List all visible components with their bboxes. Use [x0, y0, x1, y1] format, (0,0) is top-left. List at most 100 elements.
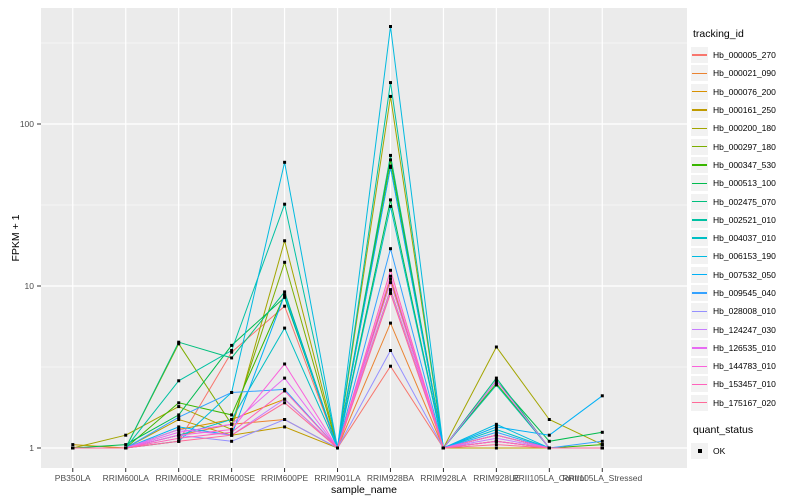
x-tick-label: RRIM901LA: [314, 473, 361, 483]
legend-entry-Hb_000021_090: Hb_000021_090: [691, 64, 799, 82]
data-point: [494, 383, 498, 387]
data-point: [283, 376, 287, 380]
data-point: [389, 364, 392, 368]
legend-line-icon: [692, 145, 707, 148]
legend-key-swatch: [691, 248, 708, 265]
legend-line-icon: [692, 219, 707, 221]
data-point: [389, 288, 392, 292]
legend-entry-label: Hb_126535_010: [713, 342, 776, 353]
legend-entry-quant-OK: OK: [691, 442, 799, 460]
legend-entry-label: Hb_000297_180: [713, 141, 776, 152]
data-point: [600, 394, 604, 398]
data-point: [124, 433, 128, 437]
legend-entry-label: Hb_000076_200: [713, 86, 776, 97]
legend-key-swatch: [691, 285, 708, 301]
legend-items-tracking-id: Hb_000005_270 Hb_000021_090 Hb_000076_200 H…: [691, 46, 799, 412]
legend-items-quant-status: OK: [691, 442, 799, 460]
legend-entry-label: Hb_000513_100: [713, 178, 776, 189]
data-point: [283, 239, 287, 243]
legend-line-icon: [692, 347, 707, 349]
legend-line-icon: [692, 383, 707, 386]
data-point: [494, 345, 498, 349]
data-point: [177, 418, 181, 421]
legend-entry-Hb_000161_250: Hb_000161_250: [691, 101, 799, 119]
data-point: [283, 260, 287, 264]
legend-entry-Hb_000513_100: Hb_000513_100: [691, 174, 799, 192]
legend-entry-Hb_126535_010: Hb_126535_010: [691, 339, 799, 357]
legend-line-icon: [692, 237, 707, 239]
legend-panel: tracking_id Hb_000005_270 Hb_000021_090 Hb…: [691, 28, 799, 460]
data-point: [389, 349, 392, 352]
legend-entry-Hb_007532_050: Hb_007532_050: [691, 266, 799, 284]
data-point: [600, 430, 604, 434]
legend-entry-label: Hb_000005_270: [713, 50, 776, 61]
y-tick-label: 100: [20, 119, 34, 129]
legend-entry-Hb_004037_010: Hb_004037_010: [691, 229, 799, 247]
legend-entry-Hb_028008_010: Hb_028008_010: [691, 302, 799, 320]
legend-entry-Hb_144783_010: Hb_144783_010: [691, 357, 799, 375]
data-point: [230, 343, 234, 347]
data-point: [230, 439, 234, 443]
data-point: [230, 433, 234, 437]
data-point: [389, 158, 392, 162]
data-point: [441, 446, 445, 450]
legend-entry-label: Hb_028008_010: [713, 306, 776, 317]
data-point: [389, 165, 392, 169]
data-point: [71, 446, 75, 450]
legend-key-swatch: [691, 443, 708, 460]
legend-line-icon: [692, 365, 707, 367]
legend-key-swatch: [691, 376, 708, 393]
legend-line-icon: [692, 54, 707, 56]
data-point: [177, 436, 181, 440]
legend-entry-Hb_002521_010: Hb_002521_010: [691, 211, 799, 229]
data-point: [124, 443, 128, 447]
data-point: [230, 391, 234, 394]
legend-key-swatch: [691, 175, 708, 192]
data-point: [177, 428, 181, 431]
legend-key-swatch: [691, 47, 708, 64]
x-tick-label: RRIM600SE: [208, 473, 256, 483]
legend-entry-Hb_002475_070: Hb_002475_070: [691, 192, 799, 210]
data-point: [177, 413, 181, 417]
data-point: [389, 25, 392, 28]
legend-key-swatch: [691, 339, 708, 356]
legend-line-icon: [692, 255, 707, 258]
legend-entry-Hb_153457_010: Hb_153457_010: [691, 375, 799, 393]
legend-entry-Hb_000005_270: Hb_000005_270: [691, 46, 799, 64]
legend-entry-label: Hb_175167_020: [713, 397, 776, 408]
data-point: [283, 401, 287, 405]
data-point: [600, 439, 604, 443]
data-point: [494, 379, 498, 383]
data-point: [494, 433, 498, 437]
data-point: [283, 389, 287, 393]
legend-entry-Hb_006153_190: Hb_006153_190: [691, 247, 799, 265]
legend-entry-label: Hb_000161_250: [713, 105, 776, 116]
legend-entry-Hb_009545_040: Hb_009545_040: [691, 284, 799, 302]
data-point: [177, 415, 181, 419]
x-tick-label: RRIM928LE: [473, 473, 520, 483]
data-point: [124, 446, 128, 450]
legend-entry-label: Hb_006153_190: [713, 251, 776, 262]
data-point: [283, 362, 287, 366]
y-axis-title: FPKM + 1: [10, 214, 22, 262]
legend-line-icon: [692, 127, 707, 130]
legend-entry-Hb_000347_530: Hb_000347_530: [691, 156, 799, 174]
data-point: [494, 376, 498, 380]
legend-entry-label: Hb_002521_010: [713, 214, 776, 225]
y-tick-label: 10: [25, 281, 35, 291]
data-point: [389, 81, 392, 85]
x-tick-label: RRIM600LA: [103, 473, 150, 483]
legend-entry-label: Hb_000021_090: [713, 68, 776, 79]
data-point: [389, 198, 392, 202]
data-point: [336, 446, 339, 450]
data-point: [283, 304, 287, 308]
data-point: [230, 349, 234, 352]
x-tick-label: RRII105LA_Stressed: [562, 473, 642, 483]
legend-entry-label: Hb_004037_010: [713, 233, 776, 244]
data-point: [600, 446, 604, 450]
legend-line-icon: [692, 109, 707, 111]
x-tick-label: RRIM600LE: [156, 473, 203, 483]
data-point: [547, 418, 551, 421]
